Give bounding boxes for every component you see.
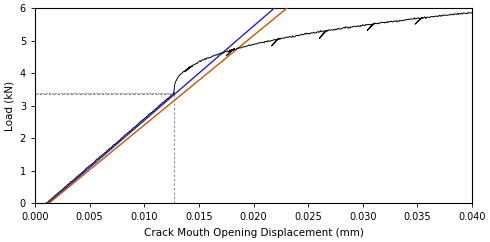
X-axis label: Crack Mouth Opening Displacement (mm): Crack Mouth Opening Displacement (mm) xyxy=(144,228,364,238)
Y-axis label: Load (kN): Load (kN) xyxy=(4,81,14,131)
